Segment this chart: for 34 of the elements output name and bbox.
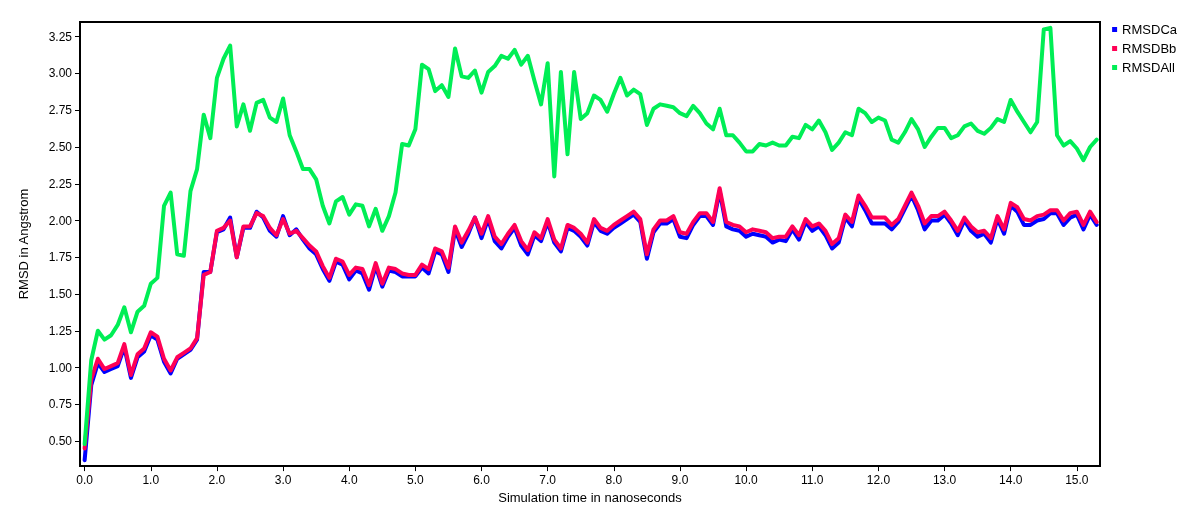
x-tick-label: 0.0 <box>76 473 94 488</box>
y-tick-label: 1.25 <box>48 323 73 338</box>
x-tick-label: 15.0 <box>1065 473 1089 488</box>
x-tick-label: 10.0 <box>734 473 759 488</box>
x-tick-label: 6.0 <box>473 473 491 488</box>
legend-label: RMSDBb <box>1122 41 1177 56</box>
y-tick-label: 2.25 <box>48 176 73 191</box>
y-tick-label: 0.75 <box>48 397 73 412</box>
line-series <box>82 25 1099 447</box>
y-tick-label: 1.50 <box>48 287 73 302</box>
x-tick-label: 8.0 <box>605 473 623 488</box>
x-tick-label: 13.0 <box>932 473 957 488</box>
y-tick-label: 1.75 <box>48 250 73 265</box>
x-tick-label: 14.0 <box>999 473 1023 488</box>
y-tick-label: 3.25 <box>48 29 73 44</box>
x-tick-label: 3.0 <box>274 473 292 488</box>
legend-label: RMSDCa <box>1122 22 1178 37</box>
legend-label: RMSDAll <box>1122 60 1175 75</box>
x-tick-label: 9.0 <box>671 473 689 488</box>
x-tick-label: 5.0 <box>407 473 425 488</box>
y-axis-title: RMSD in Angstrom <box>16 188 31 300</box>
x-tick-label: 2.0 <box>208 473 226 488</box>
y-tick-label: 1.00 <box>48 360 73 375</box>
y-tick-label: 0.50 <box>48 434 73 449</box>
y-tick-label: 2.00 <box>48 213 73 228</box>
y-tick-label: 2.75 <box>48 103 73 118</box>
x-tick-label: 12.0 <box>866 473 891 488</box>
x-tick-label: 1.0 <box>142 473 160 488</box>
x-tick-label: 11.0 <box>801 473 824 488</box>
x-tick-label: 7.0 <box>539 473 557 488</box>
y-tick-label: 3.00 <box>48 66 73 81</box>
x-tick-label: 4.0 <box>340 473 358 488</box>
y-tick-label: 2.50 <box>48 139 73 154</box>
x-axis-title: Simulation time in nanoseconds <box>498 490 683 505</box>
